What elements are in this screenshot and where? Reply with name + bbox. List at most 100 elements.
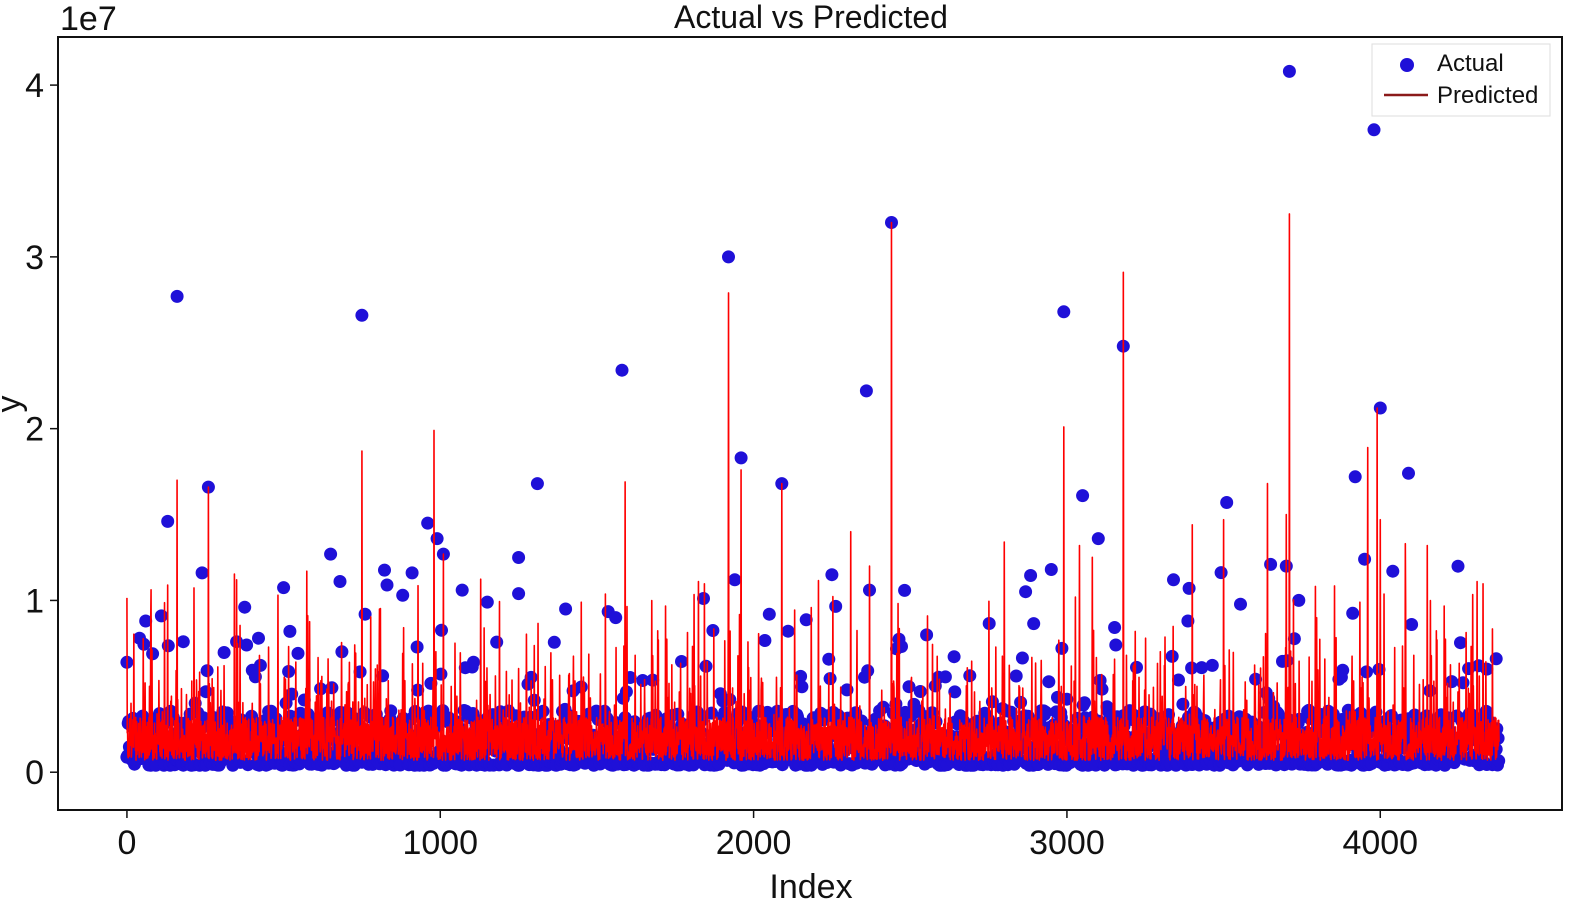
predicted-line: [126, 213, 1500, 761]
actual-point: [1019, 585, 1033, 599]
actual-point: [706, 624, 720, 637]
actual-point: [734, 451, 748, 465]
actual-point: [1042, 675, 1056, 689]
actual-point: [1346, 606, 1360, 620]
actual-point: [1014, 695, 1028, 709]
actual-point: [895, 640, 908, 653]
x-tick-label: 4000: [1342, 824, 1418, 862]
actual-point: [324, 547, 338, 561]
actual-point: [1109, 638, 1123, 652]
actual-point: [1182, 581, 1196, 595]
actual-point: [358, 607, 372, 621]
actual-point: [913, 685, 927, 698]
actual-point: [1348, 470, 1362, 484]
actual-point: [199, 685, 213, 699]
actual-point: [217, 646, 231, 659]
x-axis-title: Index: [769, 868, 852, 906]
actual-point: [758, 634, 772, 647]
actual-point: [829, 599, 843, 613]
actual-point: [1386, 564, 1400, 578]
actual-point: [1027, 617, 1041, 631]
actual-point: [722, 250, 735, 264]
x-tick-label: 1000: [402, 824, 478, 862]
actual-point: [1055, 641, 1069, 655]
actual-point: [1373, 401, 1387, 415]
actual-point: [1451, 559, 1465, 573]
actual-point: [1009, 669, 1023, 683]
y-offset-label: 1e7: [60, 0, 117, 38]
actual-point: [762, 607, 776, 621]
actual-point: [825, 568, 839, 582]
actual-point: [547, 635, 561, 649]
actual-point: [200, 664, 214, 678]
y-tick-label: 0: [25, 754, 44, 792]
actual-point: [861, 664, 875, 678]
legend-predicted-label: Predicted: [1437, 82, 1538, 109]
actual-point: [1205, 658, 1219, 672]
actual-point: [512, 587, 526, 601]
actual-point: [283, 624, 297, 638]
actual-point: [781, 624, 795, 638]
actual-point: [859, 384, 873, 398]
x-tick-label: 0: [117, 824, 136, 862]
actual-point: [699, 659, 713, 673]
actual-point: [355, 308, 369, 322]
actual-point: [920, 628, 934, 642]
actual-point: [170, 289, 184, 303]
actual-point: [238, 600, 252, 614]
actual-point: [938, 670, 952, 684]
actual-point: [1405, 618, 1419, 631]
predicted-line-layer: [126, 213, 1500, 761]
y-tick-label: 4: [25, 67, 44, 105]
actual-point: [1402, 466, 1415, 480]
x-tick-label: 3000: [1029, 824, 1105, 862]
actual-point: [1220, 496, 1234, 509]
actual-point: [291, 646, 305, 660]
legend-actual-label: Actual: [1437, 50, 1504, 77]
y-axis-title: y: [0, 396, 28, 413]
y-tick-label: 1: [25, 582, 44, 620]
actual-point: [1165, 649, 1179, 663]
actual-point: [421, 516, 435, 530]
actual-point: [396, 588, 410, 602]
actual-point: [530, 477, 544, 491]
actual-point: [1044, 563, 1058, 576]
actual-point: [430, 532, 444, 546]
actual-point: [1130, 660, 1143, 674]
actual-point: [1282, 64, 1296, 78]
actual-point: [1108, 621, 1122, 634]
actual-point: [1176, 697, 1190, 711]
actual-point: [1367, 123, 1381, 137]
actual-point: [1015, 651, 1029, 665]
actual-point: [253, 658, 267, 672]
actual-point: [559, 602, 573, 616]
actual-point: [1234, 597, 1247, 611]
actual-point: [133, 631, 146, 645]
actual-point: [1167, 573, 1180, 587]
actual-point: [1336, 663, 1350, 677]
actual-point: [380, 578, 394, 592]
actual-point: [1358, 552, 1372, 566]
actual-point: [333, 575, 347, 588]
actual-point: [512, 551, 526, 564]
actual-point: [277, 581, 291, 595]
legend-actual-marker: [1400, 58, 1414, 72]
actual-point: [435, 623, 448, 637]
actual-point: [728, 573, 742, 587]
legend: Actual Predicted: [1371, 43, 1551, 117]
actual-point: [1057, 305, 1071, 319]
actual-point: [609, 611, 623, 625]
actual-point: [480, 595, 494, 609]
actual-point: [176, 635, 190, 649]
actual-point: [161, 514, 175, 528]
x-tick-label: 2000: [716, 824, 792, 862]
actual-point: [252, 631, 265, 645]
actual-point: [675, 655, 688, 668]
actual-point: [455, 583, 469, 597]
actual-point: [241, 758, 255, 772]
actual-point: [353, 665, 367, 679]
actual-point: [490, 635, 504, 649]
actual-point: [1454, 636, 1467, 650]
actual-point: [467, 655, 480, 669]
